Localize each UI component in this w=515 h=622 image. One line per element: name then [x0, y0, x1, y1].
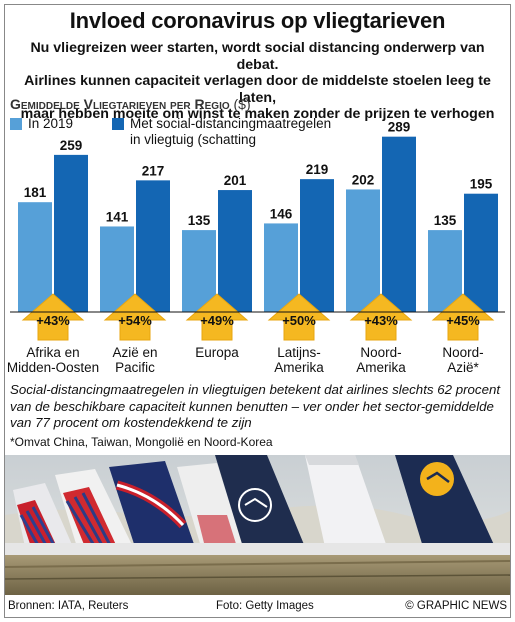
aircraft-tails-photo: [5, 455, 510, 595]
category-label: Noord-: [442, 345, 483, 360]
deck-line: Airlines kunnen capaciteit verlagen door…: [24, 73, 491, 106]
deck-line: maar hebben moeite om winst te maken zon…: [20, 106, 495, 122]
bar-value-label: 146: [270, 206, 293, 221]
deck-line: Nu vliegreizen weer starten, wordt socia…: [30, 40, 485, 73]
category-label: Amerika: [356, 360, 406, 375]
chart-title-text: Gemiddelde Vliegtarieven per Regio: [10, 96, 230, 112]
legend-line: Met social-distancingmaatregelen: [130, 116, 332, 131]
increase-label: +49%: [200, 313, 234, 328]
category-label: Amerika: [274, 360, 324, 375]
category-label: Afrika en: [26, 345, 79, 360]
increase-label: +45%: [446, 313, 480, 328]
bar-value-label: 201: [224, 173, 247, 188]
bar-value-label: 135: [434, 213, 457, 228]
footer-photo-credit: Foto: Getty Images: [216, 600, 314, 612]
increase-arrow: [21, 293, 85, 341]
legend-swatch-2019: [10, 118, 22, 130]
increase-label: +54%: [118, 313, 152, 328]
bar-value-label: 217: [142, 163, 165, 178]
bar-2019: [428, 230, 462, 312]
bar-value-label: 219: [306, 162, 329, 177]
chart-note: Social-distancingmaatregelen in vliegtui…: [10, 382, 501, 430]
bar-2019: [264, 223, 298, 312]
increase-arrow: [349, 293, 413, 341]
bar-value-label: 259: [60, 138, 83, 153]
legend-line: in vliegtuig (schatting: [130, 132, 257, 147]
bar-distancing: [382, 136, 416, 312]
bar-distancing: [464, 193, 498, 312]
bar-distancing: [218, 190, 252, 312]
deck-text: Nu vliegreizen weer starten, wordt socia…: [8, 40, 507, 123]
bar-value-label: 135: [188, 213, 211, 228]
page-title: Invloed coronavirus op vliegtarieven: [69, 8, 446, 33]
bar-value-label: 289: [388, 120, 411, 135]
category-label: Europa: [195, 345, 239, 360]
legend-label-distancing: Met social-distancingmaatregelen in vlie…: [130, 116, 331, 148]
graphic-frame: [4, 4, 511, 618]
increase-label: +50%: [282, 313, 316, 328]
category-label: Azië en: [112, 345, 157, 360]
chart-title: Gemiddelde Vliegtarieven per Regio ($): [10, 96, 251, 112]
category-label: Latijns-: [277, 345, 321, 360]
bar-value-label: 181: [24, 185, 47, 200]
bar-value-label: 202: [352, 172, 375, 187]
legend-label-2019: In 2019: [28, 116, 74, 131]
category-label: Pacific: [115, 360, 155, 375]
footer: Bronnen: IATA, Reuters Foto: Getty Image…: [8, 600, 507, 616]
category-label: Azië*: [447, 360, 479, 375]
increase-arrow: [103, 293, 167, 341]
legend-swatch-distancing: [112, 118, 124, 130]
increase-label: +43%: [36, 313, 70, 328]
category-label: Noord-: [360, 345, 401, 360]
bar-value-label: 141: [106, 209, 129, 224]
bar-distancing: [54, 154, 88, 312]
increase-arrow: [267, 293, 331, 341]
bar-2019: [346, 189, 380, 312]
bar-2019: [100, 226, 134, 312]
bar-2019: [182, 230, 216, 312]
bar-2019: [18, 202, 52, 312]
footer-source: Bronnen: IATA, Reuters: [8, 600, 129, 612]
footer-copyright: © GRAPHIC NEWS: [405, 600, 507, 612]
increase-arrow: [185, 293, 249, 341]
bar-distancing: [136, 180, 170, 312]
bar-distancing: [300, 179, 334, 312]
footnote: *Omvat China, Taiwan, Mongolië en Noord-…: [10, 435, 273, 449]
category-label: Midden-Oosten: [7, 360, 99, 375]
bar-value-label: 195: [470, 177, 493, 192]
increase-label: +43%: [364, 313, 398, 328]
increase-arrow: [431, 293, 495, 341]
chart-unit: ($): [233, 96, 251, 112]
